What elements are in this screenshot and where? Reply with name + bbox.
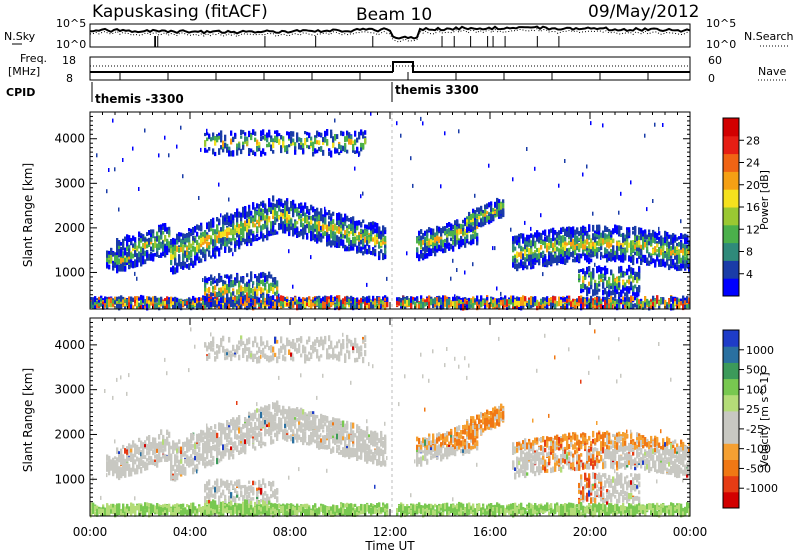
velocity-colorbar-tick: -1000 [746,482,778,495]
power-colorbar-tick: 16 [746,201,760,214]
velocity-colorbar-swatch [723,491,739,509]
power-colorbar-swatch [723,242,739,261]
velocity-ytick-label: 1000 [54,472,85,486]
power-colorbar-tick: 4 [746,268,753,281]
velocity-colorbar-swatch [723,378,739,396]
nsky-label: N.Sky [4,30,36,43]
freq-unit-label: [MHz] [8,65,40,78]
power-colorbar-swatch [723,278,739,297]
velocity-colorbar-swatch [723,443,739,460]
beam-title: Beam 10 [356,5,432,25]
power-colorbar-swatch [723,260,739,279]
time-tick-label: 04:00 [173,525,208,539]
power-colorbar-swatch [723,118,739,137]
time-tick-label: 12:00 [373,525,408,539]
velocity-colorbar-swatch [723,427,739,444]
velocity-colorbar: -1000 -500 -100 -25 25 100 500 1000 Velocity [m… [722,329,778,509]
velocity-colorbar-tick: -25 [746,423,764,436]
time-tick-label: 00:00 [73,525,108,539]
power-colorbar-swatch [723,153,739,172]
power-colorbar-tick: 12 [746,223,760,236]
noise-tick-left-bottom: 10^0 [56,38,86,51]
velocity-colorbar-swatch [723,459,739,477]
freq-tick-bottom: 8 [66,72,73,85]
power-ylabel: Slant Range [km] [21,163,35,267]
time-axis-label: Time UT [364,539,415,553]
velocity-ylabel: Slant Range [km] [21,368,35,472]
velocity-colorbar-swatch [723,394,739,412]
power-colorbar-swatch [723,189,739,208]
freq-nave-panel: Freq. [MHz] 18 8 60 0 Nave [8,52,788,85]
time-tick-label: 16:00 [473,525,508,539]
freq-tick-top: 18 [62,54,76,67]
velocity-colorbar-swatch [723,346,739,363]
cpid-left-text: themis -3300 [95,92,184,106]
station-title: Kapuskasing (fitACF) [92,2,268,22]
nave-label: Nave [758,65,786,78]
power-ytick-label: 3000 [54,176,85,190]
velocity-panel: 1000 2000 3000 4000 00:00 04:00 08:00 12:00 16:0… [21,317,708,553]
noise-tick-right-bottom: 10^0 [706,38,736,51]
nsearch-label: N.Search [744,30,794,43]
power-colorbar-swatch [723,135,739,155]
velocity-colorbar-swatch [723,475,739,493]
time-tick-label: 20:00 [573,525,608,539]
power-colorbar: 4 8 12 16 20 24 28 Power [dB] [722,117,771,297]
velocity-colorbar-tick: 25 [746,403,760,416]
freq-label: Freq. [20,52,47,65]
power-colorbar-swatch [723,224,739,244]
cpid-label: CPID [6,86,35,99]
power-colorbar-tick: 20 [746,179,760,192]
power-ytick-label: 4000 [54,132,85,146]
time-tick-label: 08:00 [273,525,308,539]
noise-tick-right-top: 10^5 [706,17,736,30]
cpid-right-text: themis 3300 [395,83,479,97]
power-colorbar-tick: 8 [746,246,753,259]
velocity-colorbar-label: Velocity [m s^-1] [758,372,771,467]
velocity-colorbar-swatch [723,330,739,347]
time-tick-label: 00:00 [673,525,708,539]
velocity-ytick-label: 4000 [54,338,85,352]
noise-tick-left-top: 10^5 [56,17,86,30]
velocity-colorbar-tick: 1000 [746,344,774,357]
power-ytick-label: 2000 [54,221,85,235]
power-panel: 1000 2000 3000 4000 Slant Range [km] [21,111,691,311]
power-colorbar-swatch [723,207,739,226]
noise-panel: N.Sky 10^5 10^0 10^5 10^0 N.Search [4,17,794,51]
power-colorbar-tick: 28 [746,134,760,147]
velocity-colorbar-swatch [723,362,739,380]
nave-tick-bottom: 0 [708,72,715,85]
nave-tick-top: 60 [708,54,722,67]
velocity-ytick-label: 2000 [54,427,85,441]
power-colorbar-label: Power [dB] [758,170,771,230]
power-ytick-label: 1000 [54,265,85,279]
power-colorbar-swatch [723,171,739,190]
power-colorbar-tick: 24 [746,157,760,170]
velocity-ytick-label: 3000 [54,383,85,397]
date-title: 09/May/2012 [588,2,700,22]
velocity-colorbar-swatch [723,410,739,428]
cpid-panel: CPID themis -3300 themis 3300 [6,82,479,106]
velocity-colorbar-tick: -500 [746,462,771,475]
velocity-colorbar-tick: 100 [746,383,767,396]
velocity-colorbar-tick: -100 [746,443,771,456]
velocity-colorbar-tick: 500 [746,364,767,377]
